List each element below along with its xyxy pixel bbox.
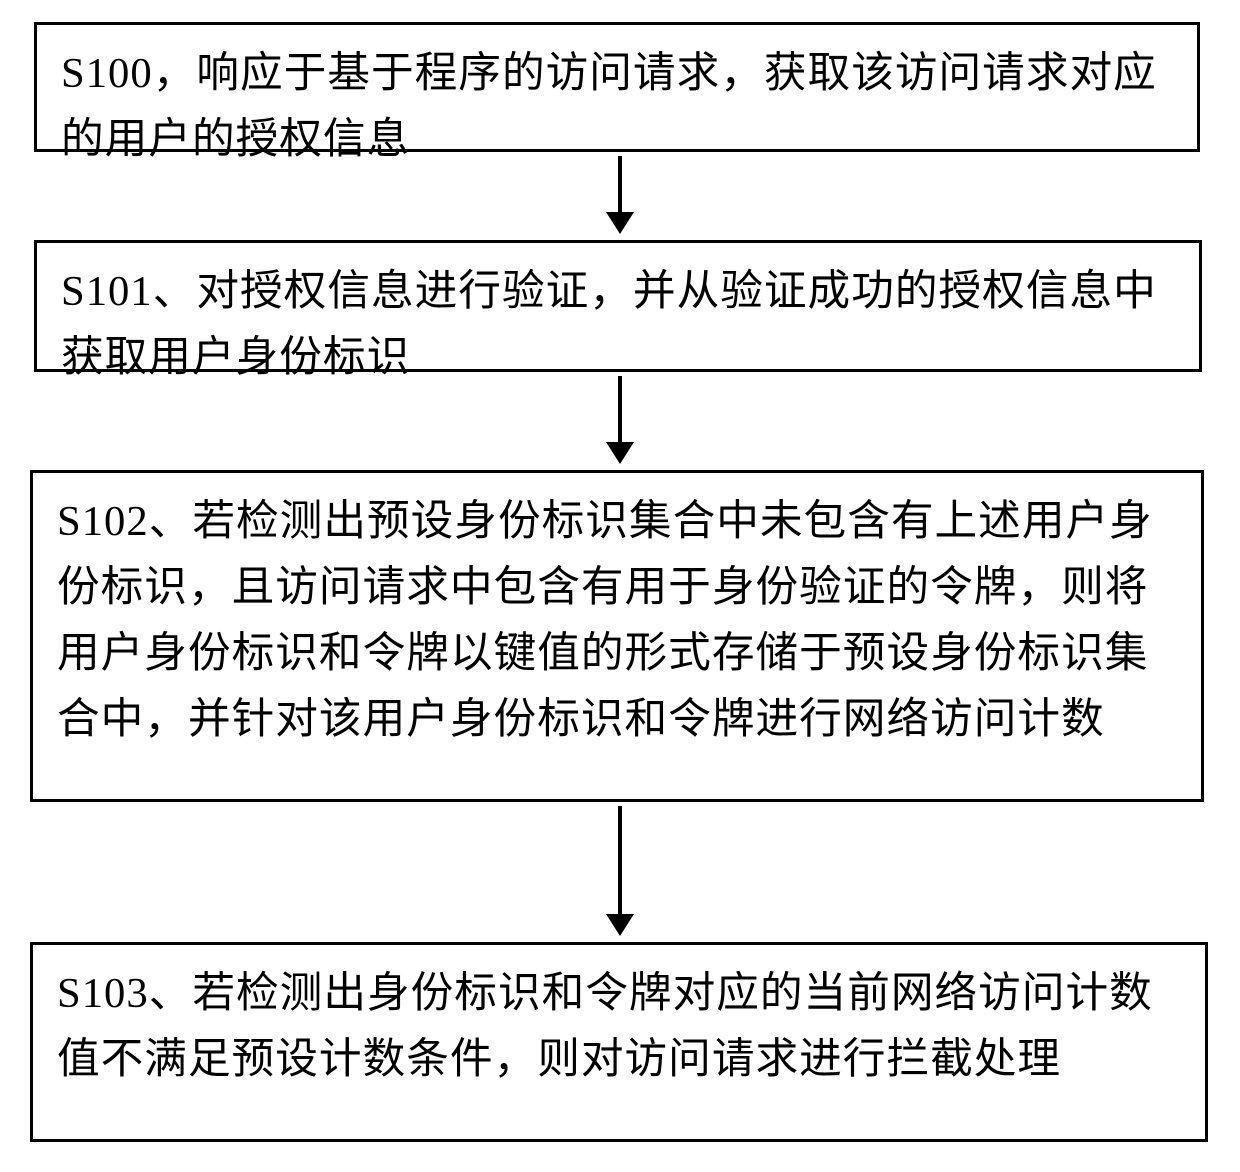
arrow-shaft — [618, 156, 622, 212]
flowchart-canvas: S100，响应于基于程序的访问请求，获取该访问请求对应的用户的授权信息 S101… — [0, 0, 1240, 1172]
node-text: S102、若检测出预设身份标识集合中未包含有上述用户身份标识，且访问请求中包含有… — [57, 498, 1153, 743]
arrow-head-icon — [606, 914, 634, 936]
flow-node-s102: S102、若检测出预设身份标识集合中未包含有上述用户身份标识，且访问请求中包含有… — [30, 470, 1204, 802]
flow-arrow — [0, 156, 1240, 234]
arrow-head-icon — [606, 212, 634, 234]
arrow-shaft — [618, 806, 622, 914]
flow-node-s103: S103、若检测出身份标识和令牌对应的当前网络访问计数值不满足预设计数条件，则对… — [30, 942, 1208, 1142]
arrow-head-icon — [606, 442, 634, 464]
node-text: S103、若检测出身份标识和令牌对应的当前网络访问计数值不满足预设计数条件，则对… — [57, 970, 1153, 1083]
flow-arrow — [0, 806, 1240, 936]
node-text: S100，响应于基于程序的访问请求，获取该访问请求对应的用户的授权信息 — [61, 50, 1157, 163]
flow-node-s100: S100，响应于基于程序的访问请求，获取该访问请求对应的用户的授权信息 — [34, 22, 1200, 152]
flow-arrow — [0, 376, 1240, 464]
arrow-shaft — [618, 376, 622, 442]
node-text: S101、对授权信息进行验证，并从验证成功的授权信息中获取用户身份标识 — [61, 268, 1157, 381]
flow-node-s101: S101、对授权信息进行验证，并从验证成功的授权信息中获取用户身份标识 — [34, 240, 1202, 372]
